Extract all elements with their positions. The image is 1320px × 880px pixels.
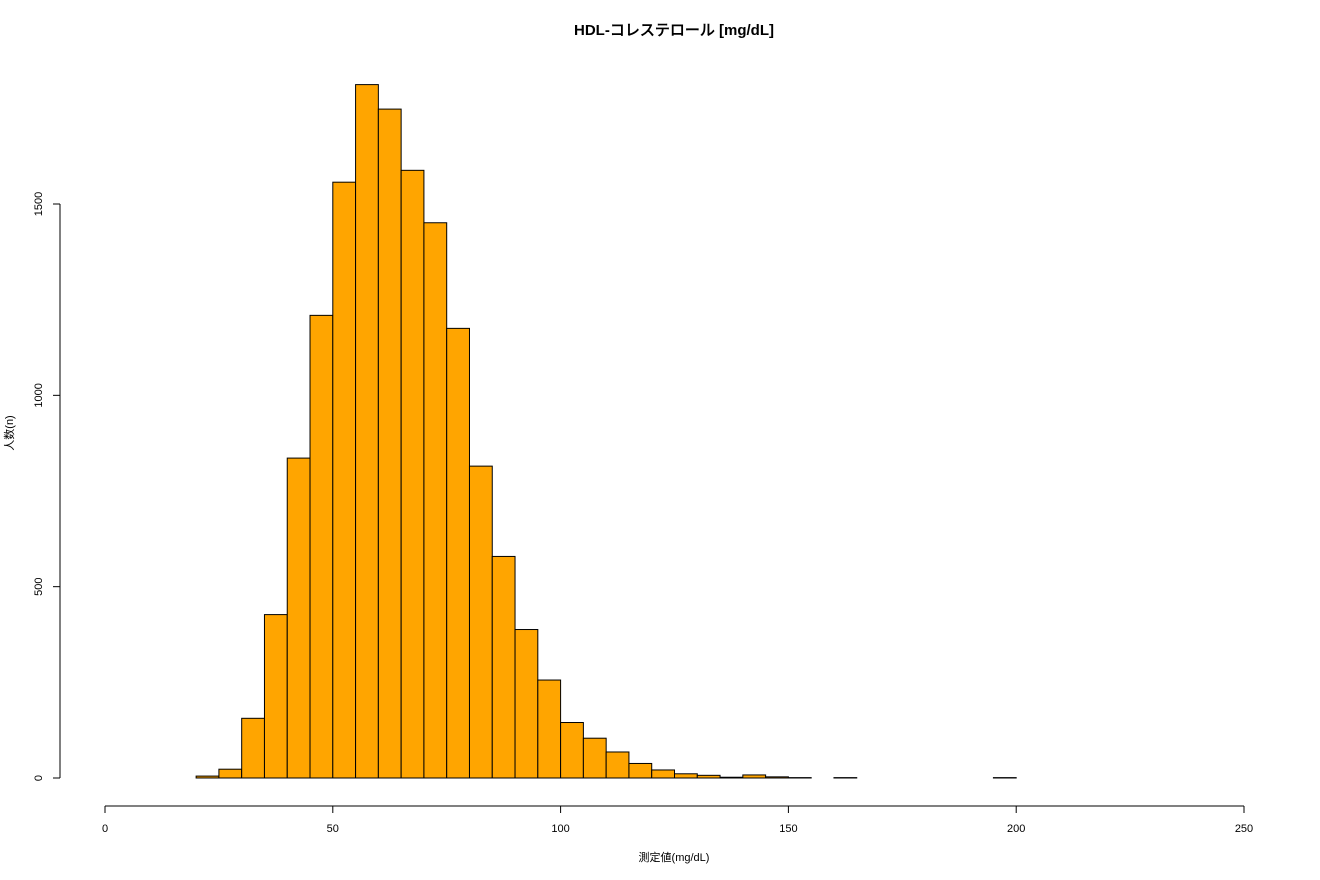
histogram-bar xyxy=(696,774,721,779)
y-axis-label: 人数(n) xyxy=(3,415,16,450)
histogram-bar xyxy=(218,768,243,779)
histogram-bar xyxy=(468,465,493,779)
histogram-bar xyxy=(241,717,265,779)
chart-title: HDL-コレステロール [mg/dL] xyxy=(574,22,774,39)
histogram-bar xyxy=(332,181,357,779)
histogram-bar xyxy=(605,751,630,779)
histogram-bar xyxy=(309,314,334,779)
histogram-bar xyxy=(537,679,562,779)
histogram-bar xyxy=(742,774,767,779)
y-tick-label: 500 xyxy=(33,577,45,595)
x-tick-label: 100 xyxy=(551,823,569,835)
y-tick-label: 1000 xyxy=(33,383,45,407)
y-tick-label: 0 xyxy=(33,775,45,781)
histogram-bar xyxy=(674,773,698,779)
x-tick-label: 200 xyxy=(1007,823,1025,835)
histogram-bar xyxy=(286,457,311,779)
histogram-bar xyxy=(560,722,584,779)
histogram-bar xyxy=(423,222,448,779)
histogram-bar xyxy=(491,555,516,779)
histogram-bar xyxy=(582,737,607,779)
x-axis: 0 50 100 150 200 250 xyxy=(102,805,1253,835)
bars-group xyxy=(195,84,1017,779)
x-tick-label: 50 xyxy=(327,823,339,835)
histogram-bar xyxy=(514,629,539,779)
histogram-bar xyxy=(765,776,789,779)
x-tick-label: 250 xyxy=(1235,823,1253,835)
histogram-bar xyxy=(719,776,744,779)
histogram-bar xyxy=(263,614,288,779)
histogram-bar xyxy=(195,775,220,779)
x-tick-label: 0 xyxy=(102,823,108,835)
y-axis: 0 500 1000 1500 xyxy=(33,192,61,781)
histogram-bar xyxy=(400,169,425,779)
histogram-bar xyxy=(651,769,675,779)
x-tick-label: 150 xyxy=(779,823,797,835)
histogram-bar xyxy=(446,327,470,779)
y-tick-label: 1500 xyxy=(33,192,45,216)
histogram-bar xyxy=(628,762,653,779)
histogram-bar xyxy=(377,108,402,779)
histogram-bar xyxy=(355,84,379,779)
x-axis-label: 測定値(mg/dL) xyxy=(639,850,710,864)
